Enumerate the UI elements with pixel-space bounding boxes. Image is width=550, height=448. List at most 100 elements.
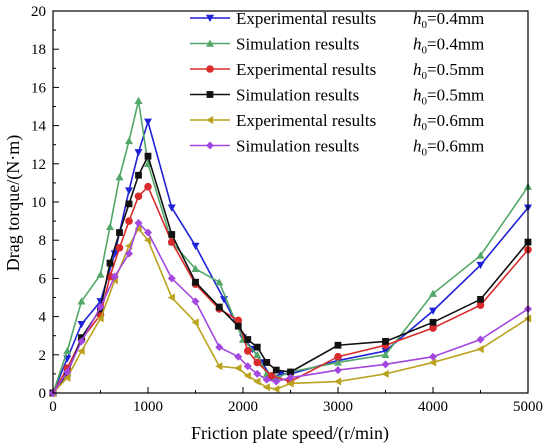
data-point xyxy=(477,296,484,303)
data-point xyxy=(125,136,133,145)
data-point xyxy=(125,200,133,208)
data-point xyxy=(429,352,437,361)
data-point xyxy=(144,152,152,160)
data-point xyxy=(96,270,105,278)
data-point xyxy=(191,297,200,306)
data-point xyxy=(135,171,142,179)
data-point xyxy=(334,358,342,366)
y-tick-label: 18 xyxy=(31,42,46,58)
data-point xyxy=(77,337,86,346)
data-point xyxy=(144,118,152,126)
data-point xyxy=(125,217,133,225)
data-point xyxy=(272,385,280,394)
data-point xyxy=(191,318,199,327)
data-point xyxy=(63,346,72,355)
data-point xyxy=(267,372,276,380)
data-point xyxy=(234,316,243,325)
y-tick-label: 16 xyxy=(31,80,47,96)
x-tick-label: 4000 xyxy=(418,399,448,415)
data-point xyxy=(191,264,200,273)
legend-label: Simulation results xyxy=(236,86,359,105)
plot-area xyxy=(49,96,532,397)
legend-swatch-marker xyxy=(206,14,214,22)
data-point xyxy=(144,182,152,191)
data-point xyxy=(106,222,114,231)
y-tick-label: 8 xyxy=(39,233,47,249)
data-point xyxy=(167,293,175,302)
y-tick-label: 2 xyxy=(39,348,47,364)
data-point xyxy=(382,338,389,345)
legend-swatch-marker xyxy=(206,116,214,124)
y-tick-label: 4 xyxy=(39,310,47,326)
legend-swatch-marker xyxy=(206,65,214,73)
legend-item-5: Experimental results h0=0.6mm xyxy=(190,111,484,133)
data-point xyxy=(476,251,485,259)
legend-parameter: h0=0.6mm xyxy=(413,137,484,159)
data-point xyxy=(334,377,342,386)
y-tick-label: 10 xyxy=(31,195,46,211)
legend-swatch-marker xyxy=(206,141,214,150)
data-point xyxy=(125,187,133,195)
data-point xyxy=(381,369,389,378)
data-point xyxy=(334,352,342,361)
x-tick-label: 3000 xyxy=(323,399,353,415)
data-point xyxy=(192,278,199,286)
series-3 xyxy=(49,182,532,397)
x-tick-label: 2000 xyxy=(228,399,258,415)
data-point xyxy=(234,322,242,330)
data-point xyxy=(243,347,252,355)
series-line xyxy=(52,100,529,394)
data-point xyxy=(244,336,252,343)
data-point xyxy=(63,367,72,376)
data-point xyxy=(167,204,176,212)
legend-label: Experimental results xyxy=(236,111,376,130)
data-point xyxy=(115,173,124,181)
data-point xyxy=(334,366,342,375)
data-point xyxy=(253,369,262,378)
legend-parameter: h0=0.4mm xyxy=(413,35,484,57)
legend-swatch-marker xyxy=(206,91,214,98)
data-point xyxy=(144,228,152,237)
y-tick-label: 20 xyxy=(31,4,46,20)
data-point xyxy=(215,343,224,352)
data-point xyxy=(116,229,123,236)
data-point xyxy=(134,96,143,104)
x-tick-label: 0 xyxy=(49,399,57,415)
y-tick-label: 6 xyxy=(39,271,47,287)
legend-parameter: h0=0.5mm xyxy=(413,60,484,82)
data-point xyxy=(215,278,224,286)
data-point xyxy=(77,297,86,305)
data-point xyxy=(429,289,437,297)
y-tick-label: 0 xyxy=(39,386,47,402)
legend-label: Simulation results xyxy=(236,137,359,156)
legend-item-4: Simulation results h0=0.5mm xyxy=(190,86,484,108)
data-point xyxy=(476,301,485,309)
data-point xyxy=(287,368,294,376)
data-point xyxy=(243,371,251,380)
legend-label: Experimental results xyxy=(236,9,376,28)
y-tick-label: 14 xyxy=(31,119,47,135)
data-point xyxy=(167,274,176,283)
legend-item-3: Experimental results h0=0.5mm xyxy=(190,60,484,82)
data-point xyxy=(134,192,143,201)
legend-parameter: h0=0.5mm xyxy=(413,86,484,108)
data-point xyxy=(262,383,270,392)
data-point xyxy=(134,224,142,233)
y-axis-title: Drag torque/(N·m) xyxy=(3,135,24,271)
data-point xyxy=(429,358,437,367)
data-point xyxy=(125,249,133,258)
axes: 0 1000 2000 3000 4000 5000 0 2 4 6 8 10 12 14 16 18 20 xyxy=(31,4,543,415)
data-point xyxy=(429,324,437,332)
x-tick-label: 5000 xyxy=(513,399,543,415)
legend-item-2: Simulation results h0=0.4mm xyxy=(190,35,484,57)
data-point xyxy=(96,303,105,312)
data-point xyxy=(381,350,390,358)
data-point xyxy=(110,272,119,281)
data-point xyxy=(63,373,71,382)
data-point xyxy=(243,362,252,371)
series-4 xyxy=(49,152,532,397)
data-point xyxy=(253,377,261,386)
data-point xyxy=(476,345,484,354)
data-point xyxy=(286,379,294,388)
